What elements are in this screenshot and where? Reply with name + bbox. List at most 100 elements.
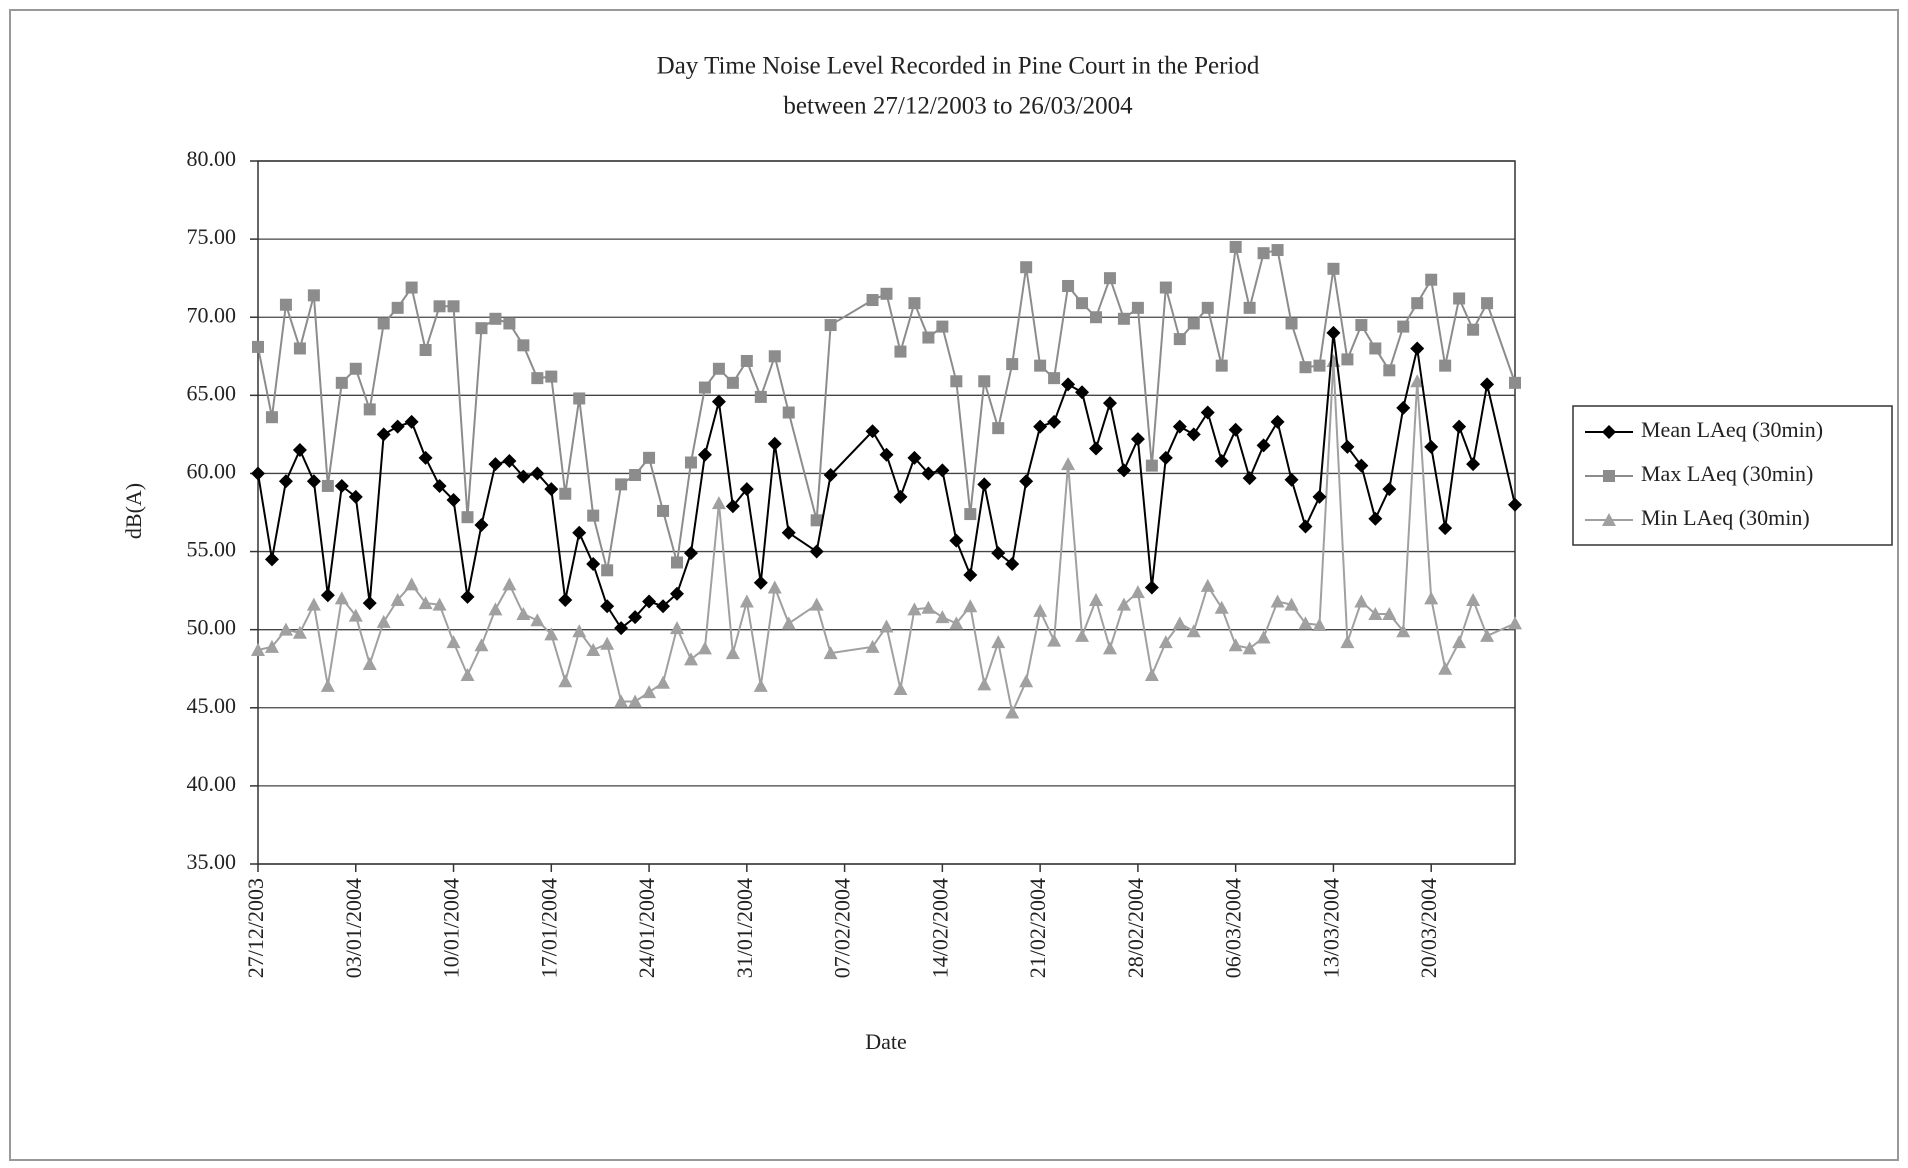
marker [1243, 301, 1256, 314]
marker [1396, 400, 1411, 415]
marker [600, 599, 615, 614]
marker [433, 300, 446, 313]
marker [1158, 450, 1173, 465]
marker [1075, 628, 1090, 642]
marker [781, 525, 796, 540]
marker [1312, 489, 1327, 504]
marker [893, 489, 908, 504]
x-tick-label: 07/02/2004 [830, 878, 855, 978]
marker [1048, 372, 1061, 385]
marker [1327, 262, 1340, 275]
marker [1424, 591, 1439, 605]
marker [992, 422, 1005, 435]
marker [1355, 319, 1368, 332]
marker [1438, 661, 1453, 675]
y-tick-label: 35.00 [187, 849, 237, 874]
marker [628, 694, 643, 708]
marker [419, 344, 432, 357]
marker [1410, 374, 1425, 388]
marker [1480, 377, 1495, 392]
marker [418, 450, 433, 465]
marker [1005, 557, 1020, 572]
marker [432, 597, 447, 611]
marker [1257, 247, 1270, 260]
chart-subtitle: between 27/12/2003 to 26/03/2004 [783, 93, 1133, 120]
marker [1228, 422, 1243, 437]
marker [544, 627, 559, 641]
marker [418, 596, 433, 610]
marker [558, 674, 573, 688]
marker [1509, 376, 1521, 389]
marker [264, 552, 279, 567]
marker [1298, 519, 1313, 534]
y-tick-label: 70.00 [187, 302, 237, 327]
marker [712, 362, 725, 375]
marker [1061, 377, 1076, 392]
marker [711, 394, 726, 409]
marker [376, 614, 391, 628]
marker [1102, 396, 1117, 411]
marker [880, 287, 893, 300]
marker [809, 544, 824, 559]
marker [404, 414, 419, 429]
marker [1466, 592, 1481, 606]
marker [697, 641, 712, 655]
marker [935, 463, 950, 478]
marker [321, 479, 334, 492]
marker [1034, 359, 1047, 372]
marker [1439, 359, 1452, 372]
marker [1005, 705, 1020, 719]
marker [823, 468, 838, 483]
marker [949, 616, 964, 630]
marker [516, 469, 531, 484]
marker [1354, 458, 1369, 473]
marker [907, 602, 922, 616]
marker [1256, 630, 1271, 644]
marker [725, 499, 740, 514]
marker [739, 482, 754, 497]
marker [991, 546, 1006, 561]
marker [1256, 438, 1271, 453]
marker [1145, 459, 1158, 472]
marker [461, 511, 474, 524]
marker [1368, 511, 1383, 526]
marker [977, 477, 992, 492]
y-tick-label: 75.00 [187, 224, 237, 249]
marker [1424, 439, 1439, 454]
marker [293, 342, 306, 355]
y-tick-label: 40.00 [187, 771, 237, 796]
marker [362, 657, 377, 671]
marker [1397, 320, 1410, 333]
marker [1144, 667, 1159, 681]
marker [697, 447, 712, 462]
marker [516, 607, 531, 621]
marker [753, 575, 768, 590]
marker [586, 642, 601, 656]
x-tick-label: 03/01/2004 [341, 878, 366, 978]
marker [809, 597, 824, 611]
marker [936, 320, 949, 333]
marker [278, 474, 293, 489]
marker [1410, 341, 1425, 356]
marker [922, 331, 935, 344]
marker [684, 456, 697, 469]
marker [502, 453, 517, 468]
marker [488, 457, 503, 472]
marker [1214, 453, 1229, 468]
marker [1228, 638, 1243, 652]
marker [292, 443, 307, 458]
marker [657, 504, 670, 517]
x-tick-label: 27/12/2003 [243, 878, 268, 978]
marker [587, 509, 600, 522]
marker [991, 635, 1006, 649]
legend-label: Mean LAeq (30min) [1641, 417, 1823, 442]
marker [376, 427, 391, 442]
marker [1200, 405, 1215, 420]
marker [879, 447, 894, 462]
marker [488, 602, 503, 616]
marker [460, 589, 475, 604]
marker [1438, 521, 1453, 536]
x-axis-label: Date [865, 1029, 907, 1054]
